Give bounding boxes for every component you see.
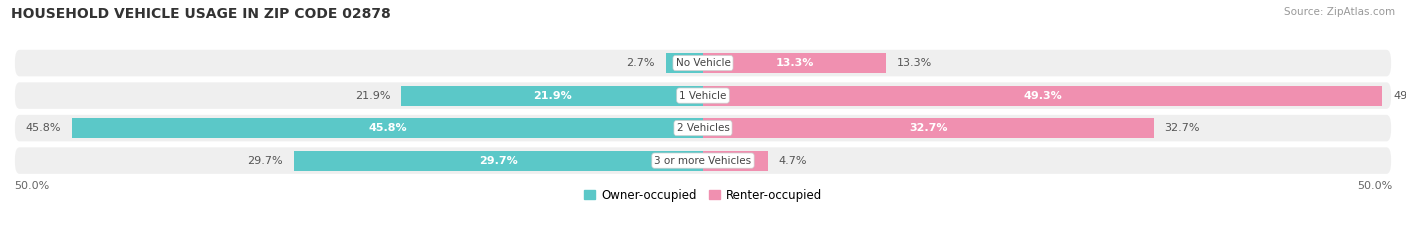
- Bar: [294, 151, 703, 171]
- Text: No Vehicle: No Vehicle: [675, 58, 731, 68]
- Legend: Owner-occupied, Renter-occupied: Owner-occupied, Renter-occupied: [579, 184, 827, 207]
- Bar: [666, 53, 703, 73]
- Text: 21.9%: 21.9%: [354, 91, 391, 101]
- Bar: [703, 53, 886, 73]
- Text: 3 or more Vehicles: 3 or more Vehicles: [654, 156, 752, 166]
- Text: 29.7%: 29.7%: [247, 156, 283, 166]
- Text: 32.7%: 32.7%: [1164, 123, 1201, 133]
- FancyBboxPatch shape: [14, 146, 1392, 175]
- Text: 49.3%: 49.3%: [1393, 91, 1406, 101]
- Text: 32.7%: 32.7%: [910, 123, 948, 133]
- Text: 45.8%: 45.8%: [368, 123, 406, 133]
- Text: 29.7%: 29.7%: [479, 156, 517, 166]
- Bar: [72, 118, 703, 138]
- Bar: [703, 151, 768, 171]
- Text: 13.3%: 13.3%: [897, 58, 932, 68]
- Text: 13.3%: 13.3%: [776, 58, 814, 68]
- Text: 2.7%: 2.7%: [626, 58, 655, 68]
- Bar: [703, 118, 1153, 138]
- Text: HOUSEHOLD VEHICLE USAGE IN ZIP CODE 02878: HOUSEHOLD VEHICLE USAGE IN ZIP CODE 0287…: [11, 7, 391, 21]
- FancyBboxPatch shape: [14, 114, 1392, 142]
- Bar: [703, 86, 1382, 106]
- Text: 49.3%: 49.3%: [1024, 91, 1062, 101]
- Text: 45.8%: 45.8%: [25, 123, 60, 133]
- FancyBboxPatch shape: [14, 81, 1392, 110]
- Text: 50.0%: 50.0%: [1357, 181, 1392, 191]
- Text: 50.0%: 50.0%: [14, 181, 49, 191]
- FancyBboxPatch shape: [14, 49, 1392, 77]
- Text: 2 Vehicles: 2 Vehicles: [676, 123, 730, 133]
- Bar: [401, 86, 703, 106]
- Text: 21.9%: 21.9%: [533, 91, 571, 101]
- Text: 1 Vehicle: 1 Vehicle: [679, 91, 727, 101]
- Text: 4.7%: 4.7%: [779, 156, 807, 166]
- Text: Source: ZipAtlas.com: Source: ZipAtlas.com: [1284, 7, 1395, 17]
